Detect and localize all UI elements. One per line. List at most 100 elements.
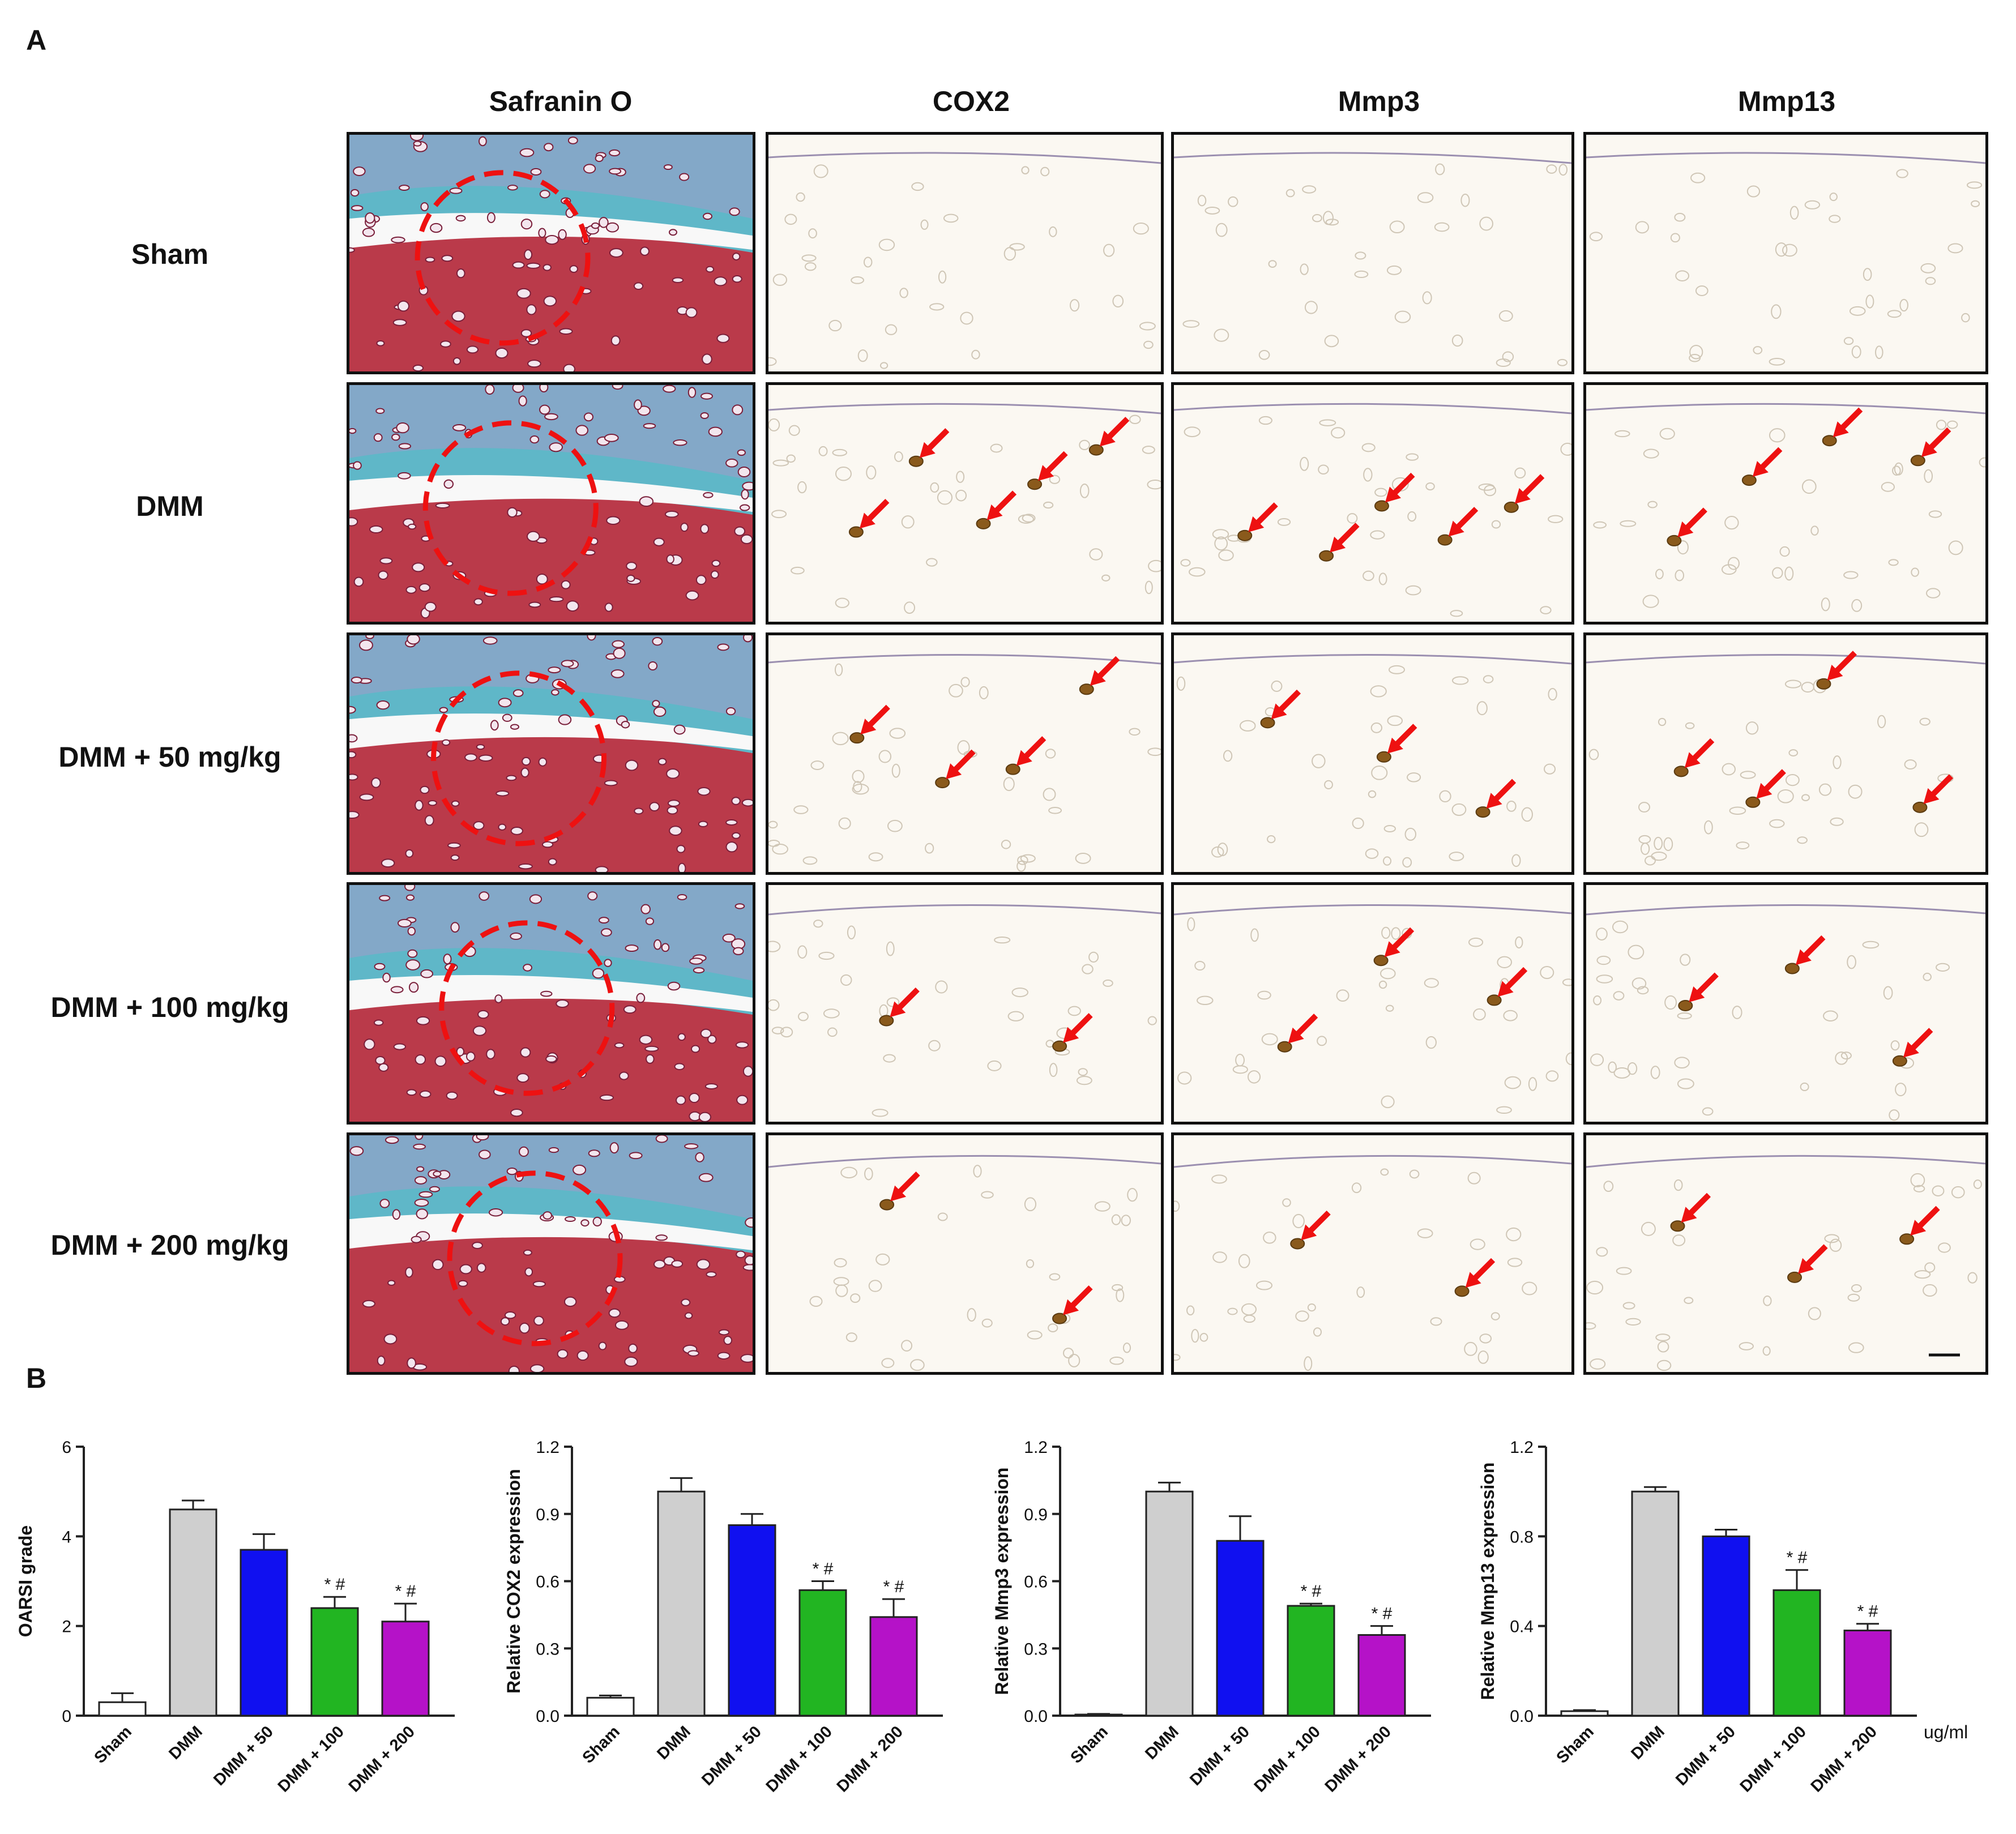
y-tick-label-1-1: 2 xyxy=(62,1618,71,1636)
column-header-safranin-o: Safranin O xyxy=(489,85,633,117)
x-tick-label-3-4: DMM + 100 xyxy=(1251,1722,1324,1795)
x-tick-label-2-4: DMM + 100 xyxy=(763,1722,836,1795)
bar-4-5 xyxy=(1843,1630,1892,1717)
bar-3-3 xyxy=(1216,1540,1265,1717)
micrograph-mmp3-row-1 xyxy=(1171,132,1574,374)
row-header-dmm-200: DMM + 200 mg/kg xyxy=(50,1229,289,1261)
micrograph-safranin-row-4 xyxy=(347,882,755,1125)
y-tick-label-3-4: 1.2 xyxy=(1024,1438,1048,1457)
x-tick-label-1-5: DMM + 200 xyxy=(345,1722,418,1795)
micrograph-mmp3-row-4 xyxy=(1171,882,1574,1125)
x-tick-label-4-1: Sham xyxy=(1553,1722,1597,1767)
column-header-cox2: COX2 xyxy=(932,85,1010,117)
micrograph-cox2-row-3 xyxy=(766,632,1164,875)
y-axis-label-2: Relative COX2 expression xyxy=(503,1469,524,1694)
x-tick-label-4-2: DMM xyxy=(1628,1722,1668,1763)
bar-2-4 xyxy=(798,1589,847,1717)
y-tick-label-4-2: 0.8 xyxy=(1510,1528,1534,1546)
significance-label-3-4: * # xyxy=(1301,1582,1322,1601)
y-tick-label-2-0: 0.0 xyxy=(536,1707,559,1726)
bar-4-4 xyxy=(1772,1589,1821,1717)
micrograph-cox2-row-4 xyxy=(766,882,1164,1125)
y-axis-label-3: Relative Mmp3 expression xyxy=(992,1468,1012,1695)
y-tick-label-2-2: 0.6 xyxy=(536,1573,559,1592)
row-header-dmm-100: DMM + 100 mg/kg xyxy=(50,991,289,1023)
significance-label-4-5: * # xyxy=(1857,1602,1878,1621)
micrograph-mmp13-row-1 xyxy=(1583,132,1988,374)
micrograph-safranin-row-3 xyxy=(347,632,755,875)
bar-1-4 xyxy=(310,1607,359,1717)
bar-3-5 xyxy=(1357,1634,1406,1717)
bar-4-1 xyxy=(1560,1710,1609,1717)
micrograph-mmp13-row-3 xyxy=(1583,632,1988,875)
y-tick-label-1-2: 4 xyxy=(62,1528,71,1546)
micrograph-cox2-row-1 xyxy=(766,132,1164,374)
x-tick-label-2-5: DMM + 200 xyxy=(834,1722,907,1795)
y-tick-label-1-0: 0 xyxy=(62,1707,71,1726)
significance-label-1-5: * # xyxy=(395,1582,416,1601)
x-tick-label-3-2: DMM xyxy=(1142,1722,1182,1763)
x-tick-label-1-2: DMM xyxy=(165,1722,206,1763)
bar-4-3 xyxy=(1702,1535,1750,1717)
y-tick-label-3-0: 0.0 xyxy=(1024,1707,1048,1726)
bar-4-2 xyxy=(1631,1490,1680,1717)
significance-label-1-4: * # xyxy=(324,1575,345,1594)
x-tick-label-2-2: DMM xyxy=(654,1722,694,1763)
row-header-dmm: DMM xyxy=(136,490,204,522)
x-tick-label-3-3: DMM + 50 xyxy=(1186,1722,1253,1789)
y-axis-label-4: Relative Mmp13 expression xyxy=(1477,1463,1498,1700)
micrograph-safranin-row-1 xyxy=(347,132,755,374)
micrograph-cox2-row-2 xyxy=(766,382,1164,625)
x-tick-label-1-1: Sham xyxy=(91,1722,135,1767)
column-header-mmp13: Mmp13 xyxy=(1737,85,1836,117)
y-tick-label-3-1: 0.3 xyxy=(1024,1640,1048,1658)
y-tick-label-3-3: 0.9 xyxy=(1024,1506,1048,1524)
bar-3-2 xyxy=(1145,1490,1194,1717)
panel-label-b: B xyxy=(26,1362,47,1394)
x-tick-label-4-3: DMM + 50 xyxy=(1672,1722,1739,1789)
micrograph-cox2-row-5 xyxy=(766,1132,1164,1375)
significance-label-3-5: * # xyxy=(1372,1605,1393,1623)
x-tick-label-2-3: DMM + 50 xyxy=(698,1722,765,1789)
y-tick-label-2-1: 0.3 xyxy=(536,1640,559,1658)
y-tick-label-4-0: 0.0 xyxy=(1510,1707,1534,1726)
bar-1-3 xyxy=(240,1549,288,1717)
micrograph-mmp3-row-2 xyxy=(1171,382,1574,625)
x-tick-label-3-5: DMM + 200 xyxy=(1322,1722,1395,1795)
y-tick-label-3-2: 0.6 xyxy=(1024,1573,1048,1592)
micrograph-safranin-row-2 xyxy=(347,382,755,625)
y-tick-label-1-3: 6 xyxy=(62,1438,71,1457)
y-tick-label-2-3: 0.9 xyxy=(536,1506,559,1524)
row-header-sham: Sham xyxy=(131,238,209,270)
y-tick-label-4-1: 0.4 xyxy=(1510,1618,1534,1636)
bar-2-5 xyxy=(869,1616,918,1717)
micrograph-mmp3-row-3 xyxy=(1171,632,1574,875)
micrograph-safranin-row-5 xyxy=(347,1132,755,1375)
x-tick-label-1-4: DMM + 100 xyxy=(275,1722,348,1795)
bar-2-1 xyxy=(586,1696,635,1717)
micrograph-mmp13-row-2 xyxy=(1583,382,1988,625)
x-tick-label-2-1: Sham xyxy=(579,1722,623,1767)
y-axis-label-1: OARSI grade xyxy=(15,1525,36,1637)
bar-1-2 xyxy=(169,1508,217,1717)
unit-label: ug/ml xyxy=(1924,1722,1968,1742)
panel-label-a: A xyxy=(26,24,47,56)
bar-2-2 xyxy=(657,1490,706,1717)
significance-label-2-4: * # xyxy=(813,1560,834,1579)
bar-1-1 xyxy=(98,1701,147,1717)
significance-label-4-4: * # xyxy=(1787,1549,1808,1567)
bar-1-5 xyxy=(381,1621,430,1717)
bar-2-3 xyxy=(728,1524,776,1717)
x-tick-label-4-5: DMM + 200 xyxy=(1808,1722,1881,1795)
significance-label-2-5: * # xyxy=(883,1578,904,1596)
micrograph-mmp3-row-5 xyxy=(1171,1132,1574,1375)
x-tick-label-4-4: DMM + 100 xyxy=(1737,1722,1810,1795)
y-tick-label-2-4: 1.2 xyxy=(536,1438,559,1457)
x-tick-label-1-3: DMM + 50 xyxy=(210,1722,277,1789)
micrograph-mmp13-row-4 xyxy=(1583,882,1988,1125)
column-header-mmp3: Mmp3 xyxy=(1338,85,1420,117)
y-tick-label-4-3: 1.2 xyxy=(1510,1438,1534,1457)
bar-3-4 xyxy=(1287,1605,1335,1717)
x-tick-label-3-1: Sham xyxy=(1067,1722,1111,1767)
